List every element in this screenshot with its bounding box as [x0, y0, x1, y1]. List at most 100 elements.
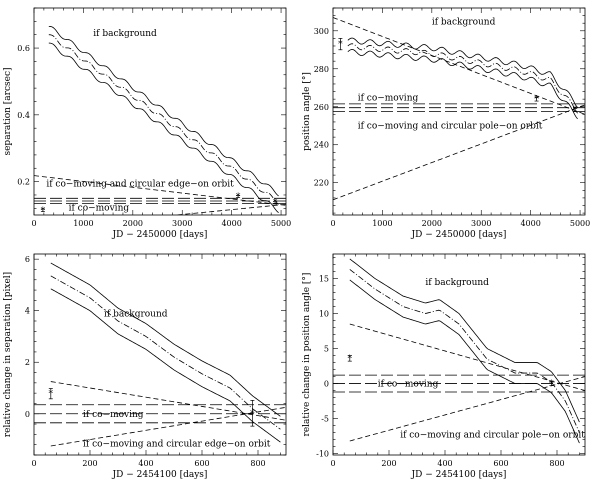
x-tick-label: 3000	[471, 219, 491, 228]
series-upper-cone	[333, 17, 585, 115]
y-tick-label: -10	[316, 450, 329, 459]
series-if-background-upper	[349, 258, 580, 423]
series-upper-cone	[349, 323, 585, 391]
y-tick-label: 5	[324, 345, 329, 354]
annotation: if co−moving and circular edge−on orbit	[46, 179, 234, 189]
x-tick-label: 200	[381, 459, 396, 468]
x-tick-label: 1000	[372, 219, 392, 228]
x-axis-label: JD − 2450000 [days]	[112, 230, 208, 240]
y-tick-label: 0.4	[17, 111, 30, 120]
svg-text:*: *	[49, 390, 54, 400]
observation-point: *	[49, 388, 54, 400]
x-tick-label: 0	[330, 459, 335, 468]
y-tick-label: 6	[25, 255, 30, 264]
series-if-background-upper	[48, 25, 279, 197]
observation-point: *	[250, 400, 255, 427]
chart-panel-separation: 0 1000 2000 3000 4000 5000 0.2 0.4 0.6 JD − 24500…	[3, 7, 291, 240]
x-axis-label: JD − 2450000 [days]	[411, 230, 507, 240]
svg-text:*: *	[41, 206, 46, 216]
annotation: if background	[104, 309, 168, 319]
series-if-background	[349, 269, 580, 433]
observation-point: *	[348, 354, 353, 364]
annotation: if co−moving	[358, 93, 419, 103]
y-tick-label: 0.2	[17, 178, 30, 187]
x-tick-label: 4000	[520, 219, 540, 228]
y-axis-label: relative change in position angle [°]	[302, 273, 312, 437]
series-if-co-moving-and-circular-pole-on-orbit	[349, 376, 585, 442]
observation-point: *	[338, 38, 343, 51]
y-axis-label: separation [arcsec]	[3, 67, 13, 155]
observation-point: *	[41, 206, 46, 216]
series-if-background-lower	[48, 42, 279, 213]
annotation: if co−moving	[69, 204, 130, 214]
y-tick-label: 10	[319, 310, 329, 319]
annotation: if co−moving	[83, 410, 144, 420]
series-if-background-lower	[50, 288, 281, 443]
x-axis-label: JD − 2454100 [days]	[112, 470, 208, 480]
y-tick-label: 0	[25, 410, 30, 419]
y-tick-label: 15	[319, 275, 329, 284]
y-tick-label: -5	[321, 415, 329, 424]
y-tick-label: 240	[314, 141, 329, 150]
series-if-background	[50, 275, 281, 430]
y-tick-label: 0	[324, 380, 329, 389]
y-tick-label: 0.6	[17, 44, 30, 53]
y-tick-label: 220	[314, 179, 329, 188]
svg-text:*: *	[573, 106, 578, 116]
y-tick-label: 260	[314, 103, 329, 112]
x-tick-label: 2000	[123, 219, 143, 228]
annotation: if co−moving	[378, 380, 439, 390]
svg-text:*: *	[236, 193, 241, 203]
svg-text:*: *	[348, 354, 353, 364]
series-if-background-upper	[50, 262, 281, 417]
y-tick-label: 300	[314, 27, 329, 36]
y-axis-label: position angle [°]	[302, 72, 312, 151]
annotation: if background	[425, 278, 489, 288]
series-if-background-upper	[347, 37, 578, 108]
svg-text:*: *	[338, 40, 343, 50]
x-axis-label: JD − 2454100 [days]	[411, 470, 507, 480]
annotation: if background	[432, 17, 496, 27]
svg-text:*: *	[549, 380, 554, 390]
x-tick-label: 5000	[570, 219, 590, 228]
y-tick-label: 280	[314, 65, 329, 74]
x-tick-label: 600	[493, 459, 508, 468]
observation-point: *	[534, 95, 539, 105]
x-tick-label: 800	[549, 459, 564, 468]
observation-point: *	[573, 106, 578, 116]
x-tick-label: 3000	[172, 219, 192, 228]
y-axis-label: relative change in separation [pixel]	[3, 272, 13, 437]
x-tick-label: 4000	[221, 219, 241, 228]
series-if-background-lower	[347, 49, 578, 120]
observation-point: *	[236, 193, 241, 203]
x-tick-label: 0	[31, 219, 36, 228]
y-tick-label: 2	[25, 358, 30, 367]
x-tick-label: 5000	[271, 219, 291, 228]
plot-frame	[33, 253, 287, 456]
series-if-background	[48, 34, 279, 205]
x-tick-label: 200	[82, 459, 97, 468]
series-if-co-moving-and-circular-pole-on-orbit	[333, 104, 585, 201]
x-tick-label: 0	[330, 219, 335, 228]
series-if-background	[347, 43, 578, 114]
annotation: if co−moving and circular edge−on orbit	[83, 439, 271, 449]
y-tick-label: 4	[25, 307, 30, 316]
observation-point: *	[549, 380, 554, 390]
annotation: if background	[93, 29, 157, 39]
svg-text:*: *	[273, 198, 278, 208]
x-tick-label: 400	[138, 459, 153, 468]
x-tick-label: 400	[437, 459, 452, 468]
x-tick-label: 800	[250, 459, 265, 468]
series-lower-cone	[172, 203, 286, 215]
annotation: if co−moving and circular pole−on orbit	[358, 122, 543, 132]
x-tick-label: 600	[194, 459, 209, 468]
plot-frame	[332, 253, 586, 456]
chart-panel-relative_separation: 0 200 400 600 800 0 2 4 6 JD − 2454100 [days] rela…	[3, 253, 287, 480]
series-if-co-moving-and-circular-edge-on-orbit	[34, 175, 286, 206]
chart-panel-position_angle: 0 1000 2000 3000 4000 5000 220 240 260 280 300 JD −…	[302, 7, 590, 240]
x-tick-label: 0	[31, 459, 36, 468]
x-tick-label: 1000	[73, 219, 93, 228]
plot-frame	[33, 7, 287, 216]
chart-panel-relative_position_angle: 0 200 400 600 800 -10 -5 0 5 10 15 JD − 2454100 [da…	[302, 253, 586, 480]
